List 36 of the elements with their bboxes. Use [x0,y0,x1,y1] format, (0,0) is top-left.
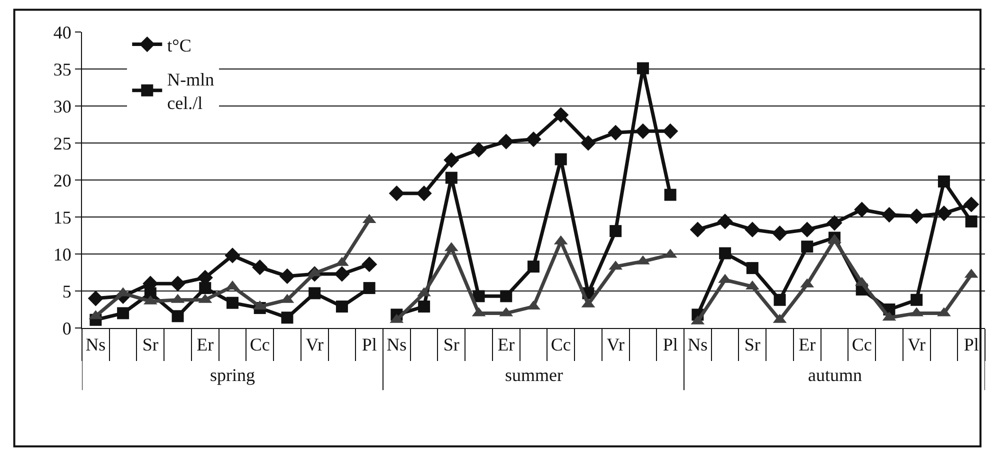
x-tick-label: Ns [386,334,407,355]
y-tick-label: 0 [62,318,72,338]
text: summer [505,365,563,385]
y-tick-label: 5 [62,281,72,302]
x-tick-label: Sr [443,334,460,355]
x-tick-label: Vr [606,334,625,355]
y-tick-label: 10 [53,244,72,264]
point [172,310,184,322]
x-tick-label: Cc [250,334,270,355]
x-tick-label: Cc [550,334,571,355]
x-tick-label: Er [798,334,816,355]
point [336,300,348,313]
y-tick-label: 15 [53,207,72,228]
x-tick-label: Ns [86,334,106,355]
x-tick-label: Pl [964,334,979,355]
x-tick-label: Pl [662,334,678,355]
point [117,307,130,320]
y-tick-label: 35 [53,59,72,80]
x-tick-label: Cc [852,334,872,355]
y-tick-label: 40 [53,22,72,42]
y-tick-label: 30 [53,96,72,116]
x-tick-label: Vr [908,334,926,355]
x-tick-label: Pl [362,334,377,355]
legend-label: t°C [167,35,192,56]
y-tick-label: 20 [53,170,72,190]
y-tick-label: 25 [53,133,72,154]
x-tick-label: Vr [306,334,324,355]
legend-label: N-mln cel./l [167,70,214,114]
point [281,312,294,324]
text: autumn [808,365,862,385]
x-tick-label: Sr [142,334,158,355]
x-tick-label: Er [196,334,214,355]
x-tick-label: Sr [744,334,760,355]
x-tick-label: Er [498,334,515,355]
x-tick-label: Ns [688,334,708,355]
text: spring [210,365,255,385]
